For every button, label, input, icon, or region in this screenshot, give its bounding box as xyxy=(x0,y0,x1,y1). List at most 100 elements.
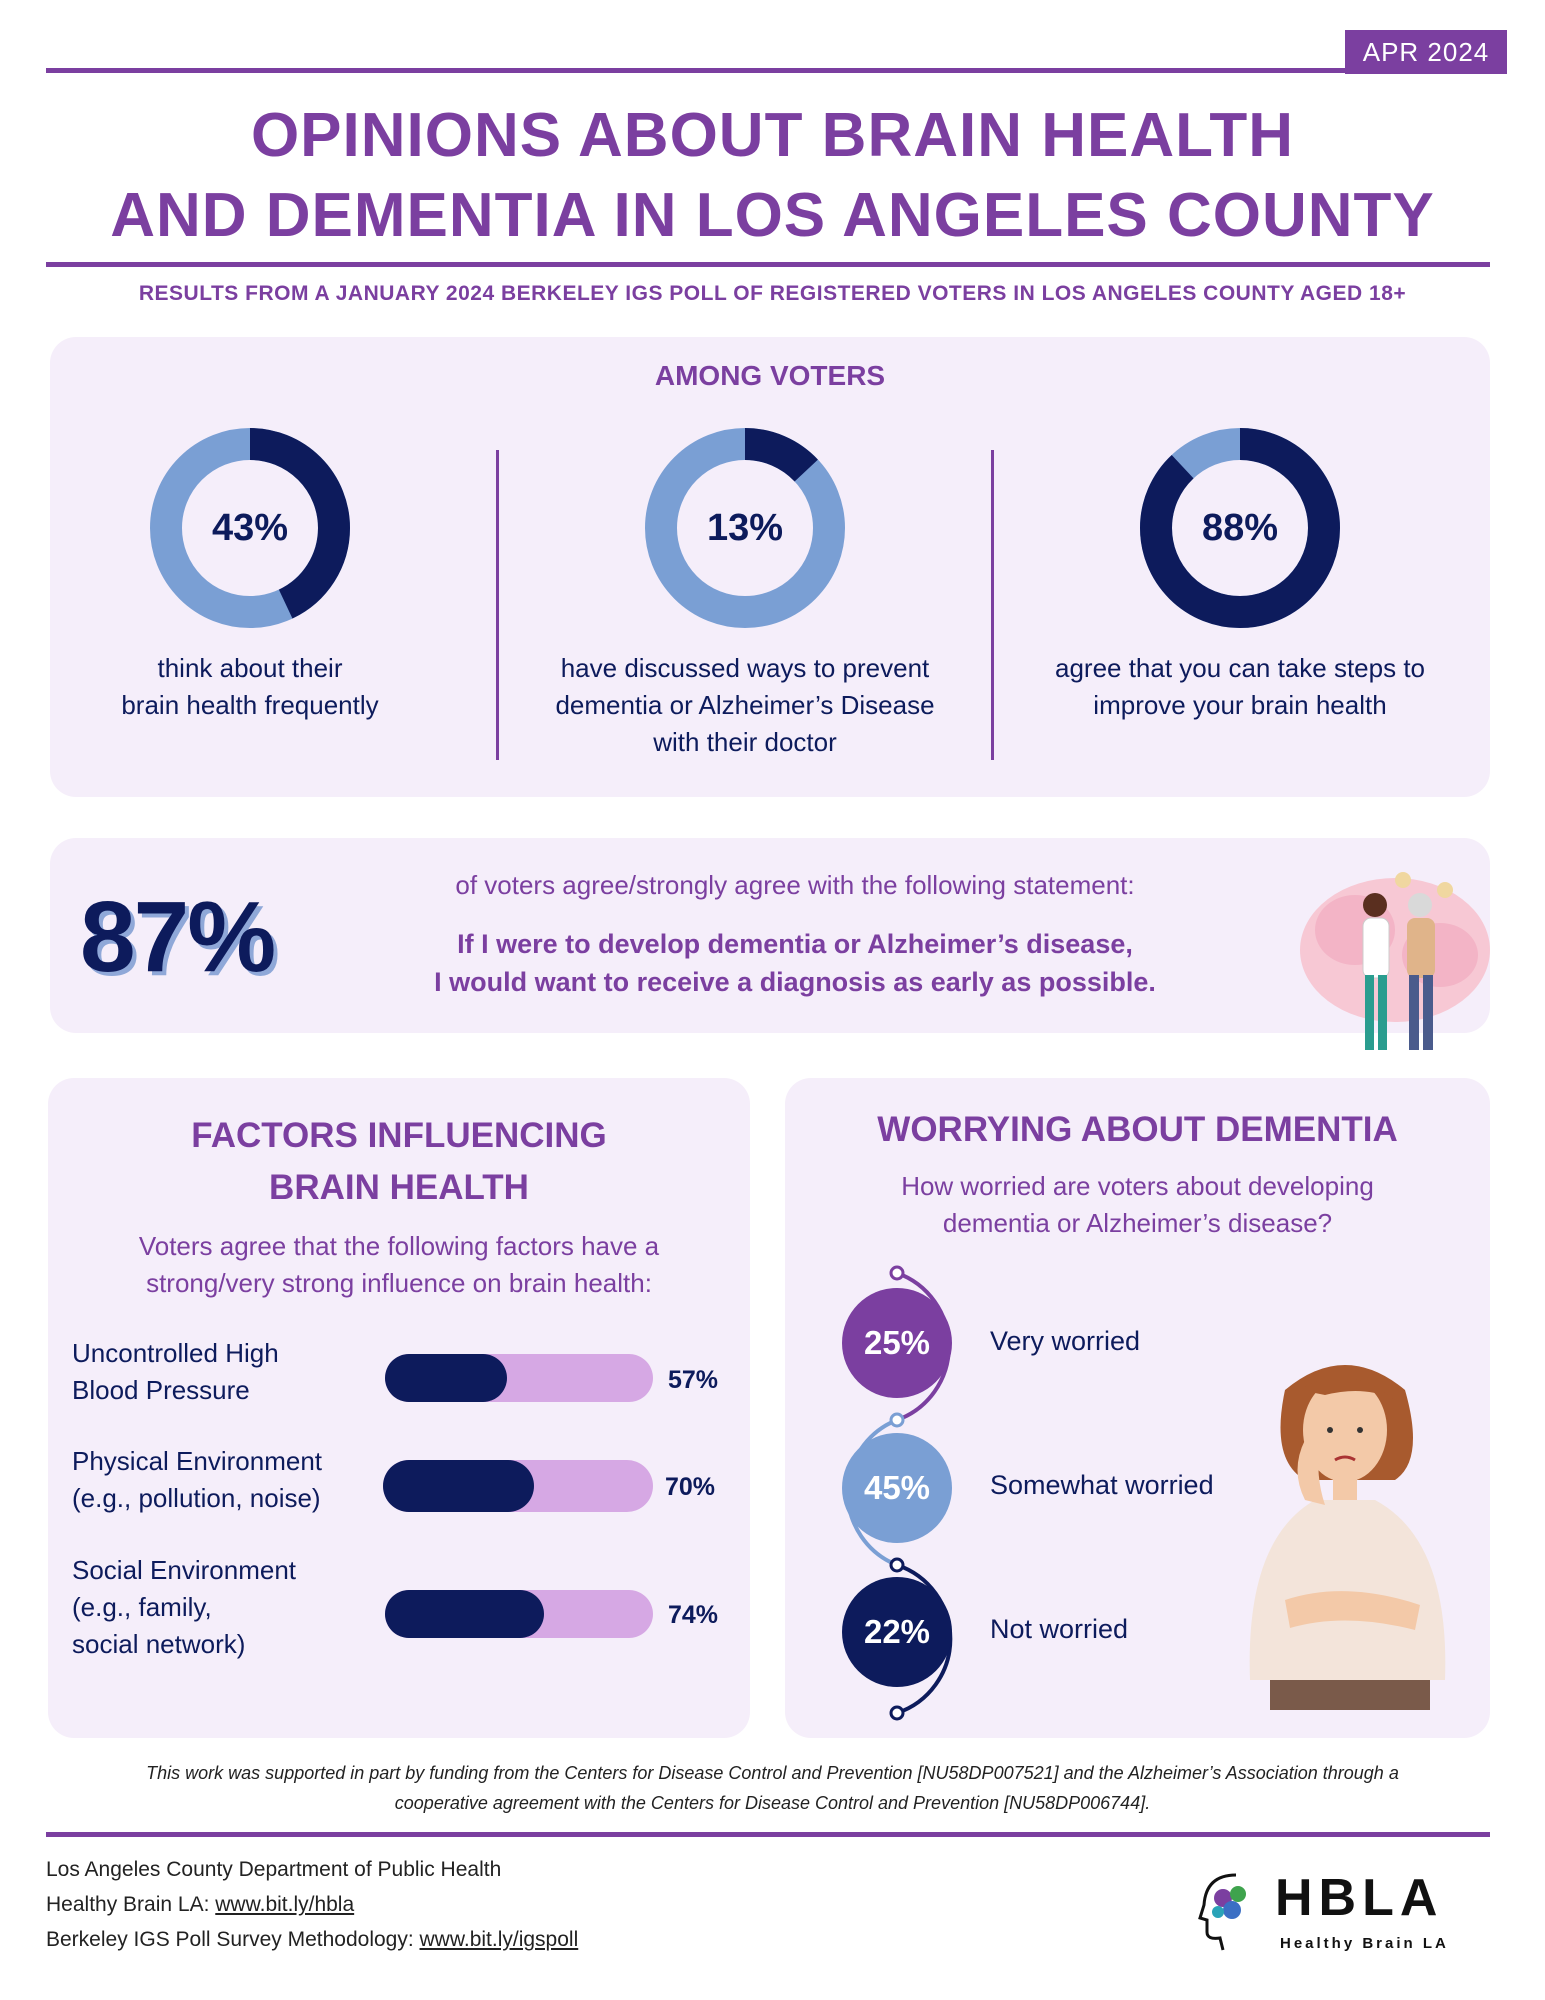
top-rule xyxy=(46,68,1346,73)
caption-line: dementia or Alzheimer’s Disease xyxy=(555,690,935,720)
doctor-head xyxy=(1363,893,1387,917)
mouth xyxy=(1334,1455,1356,1462)
factor-bar-fill xyxy=(385,1354,507,1402)
diagnosis-panel xyxy=(50,838,1490,1033)
donut-caption: think about their brain health frequentl… xyxy=(40,650,460,724)
heading-line: BRAIN HEALTH xyxy=(269,1168,529,1207)
statement-line: If I were to develop dementia or Alzheim… xyxy=(457,929,1133,959)
among-voters-panel xyxy=(50,337,1490,797)
factor-label: Social Environment (e.g., family, social… xyxy=(72,1552,372,1663)
footer-hbla-prefix: Healthy Brain LA: xyxy=(46,1893,216,1916)
worry-percent-circle: 45% xyxy=(842,1433,952,1543)
logo-subtitle: Healthy Brain LA xyxy=(1280,1935,1449,1952)
logo-wordmark: HBLA xyxy=(1275,1869,1444,1927)
donut-percent-label: 13% xyxy=(706,506,784,549)
factor-label: Physical Environment (e.g., pollution, n… xyxy=(72,1443,372,1517)
doctor-coat xyxy=(1362,917,1390,979)
label-line: (e.g., family, xyxy=(72,1592,212,1622)
intro-line: strong/very strong influence on brain he… xyxy=(146,1268,652,1298)
connector-dot xyxy=(889,1412,905,1428)
factor-bar-track xyxy=(385,1354,653,1402)
diagnosis-intro: of voters agree/strongly agree with the … xyxy=(455,870,1135,900)
connector-dot xyxy=(889,1265,905,1281)
connector-dot xyxy=(889,1705,905,1721)
intro-line: Voters agree that the following factors … xyxy=(138,1231,660,1261)
caption-line: have discussed ways to prevent xyxy=(560,653,930,683)
worry-percent-circle: 22% xyxy=(842,1577,952,1687)
factor-bar-fill xyxy=(385,1590,544,1638)
neck xyxy=(1333,1478,1357,1500)
worry-percent-circle: 25% xyxy=(842,1288,952,1398)
funding-footnote: This work was supported in part by fundi… xyxy=(80,1758,1465,1818)
footnote-line: This work was supported in part by fundi… xyxy=(146,1763,1399,1783)
column-divider xyxy=(496,450,499,760)
donut-value-arc xyxy=(150,428,350,628)
caption-line: improve your brain health xyxy=(1093,690,1387,720)
caption-line: agree that you can take steps to xyxy=(1054,653,1426,683)
factor-value: 57% xyxy=(668,1366,719,1394)
pants xyxy=(1270,1680,1430,1710)
question-line: dementia or Alzheimer’s disease? xyxy=(942,1208,1333,1238)
factor-bar-track xyxy=(385,1590,653,1638)
factor-value: 70% xyxy=(665,1473,716,1501)
patient-shirt xyxy=(1407,918,1435,978)
eye xyxy=(1327,1427,1333,1433)
label-line: Physical Environment xyxy=(72,1446,322,1476)
donut-percent-label: 88% xyxy=(1201,506,1279,549)
donut-value-arc xyxy=(645,428,845,628)
factors-heading: FACTORS INFLUENCING BRAIN HEALTH xyxy=(48,1110,750,1214)
factors-intro: Voters agree that the following factors … xyxy=(48,1228,750,1302)
label-line: Uncontrolled High xyxy=(72,1338,279,1368)
footer-hbla: Healthy Brain LA: www.bit.ly/hbla xyxy=(46,1893,354,1917)
patient-head xyxy=(1408,893,1432,917)
caption-line: think about their xyxy=(157,653,343,683)
worry-label: Somewhat worried xyxy=(990,1470,1214,1500)
igs-link[interactable]: www.bit.ly/igspoll xyxy=(419,1928,579,1951)
factor-label: Uncontrolled High Blood Pressure xyxy=(72,1335,372,1409)
heading-line: FACTORS INFLUENCING xyxy=(191,1116,607,1155)
worry-question: How worried are voters about developing … xyxy=(785,1168,1490,1242)
donut-chart xyxy=(1140,428,1340,628)
label-line: Social Environment xyxy=(72,1555,296,1585)
patient-leg xyxy=(1409,975,1419,1050)
hand-on-cheek xyxy=(1297,1440,1325,1505)
footer-rule xyxy=(46,1832,1490,1837)
statement-line: I would want to receive a diagnosis as e… xyxy=(434,967,1156,997)
caption-line: brain health frequently xyxy=(121,690,379,720)
label-line: social network) xyxy=(72,1629,246,1659)
diagnosis-percent: 87% xyxy=(80,881,276,993)
title-rule xyxy=(46,262,1490,267)
question-bubble-icon xyxy=(1437,882,1453,898)
donut-caption: have discussed ways to prevent dementia … xyxy=(535,650,955,761)
hair-bangs xyxy=(1300,1377,1395,1400)
donut-can-improve-brain-health: 88% xyxy=(1140,428,1340,628)
worry-label: Not worried xyxy=(990,1614,1129,1644)
doctor-leg xyxy=(1378,975,1387,1050)
question-line: How worried are voters about developing xyxy=(901,1171,1374,1201)
sweater-shape xyxy=(1249,1500,1446,1680)
donut-percent-label: 43% xyxy=(211,506,289,549)
label-line: (e.g., pollution, noise) xyxy=(72,1483,321,1513)
doctor-leg xyxy=(1365,975,1374,1050)
brain-segment xyxy=(1230,1886,1246,1902)
footnote-line: cooperative agreement with the Centers f… xyxy=(394,1793,1151,1813)
hbla-link[interactable]: www.bit.ly/hbla xyxy=(215,1893,355,1916)
worry-heading: WORRYING ABOUT DEMENTIA xyxy=(877,1110,1398,1149)
column-divider xyxy=(991,450,994,760)
donut-discussed-with-doctor: 13% xyxy=(645,428,845,628)
worry-label: Very worried xyxy=(990,1326,1141,1356)
crossed-arm xyxy=(1285,1591,1420,1630)
factor-bar-track xyxy=(383,1460,653,1512)
page-title-line2: AND DEMENTIA IN LOS ANGELES COUNTY xyxy=(110,181,1435,250)
among-voters-heading: AMONG VOTERS xyxy=(654,360,886,391)
date-badge: APR 2024 xyxy=(1345,30,1507,74)
caption-line: with their doctor xyxy=(653,727,837,757)
donut-chart xyxy=(645,428,845,628)
head-brain-logo-icon xyxy=(1198,1873,1246,1951)
footer-igs: Berkeley IGS Poll Survey Methodology: ww… xyxy=(46,1928,578,1952)
brain-segment xyxy=(1223,1901,1241,1919)
brain-segment xyxy=(1212,1906,1224,1918)
factor-value: 74% xyxy=(668,1601,719,1629)
factor-bar-fill xyxy=(383,1460,534,1512)
question-bubble-icon xyxy=(1395,872,1411,888)
